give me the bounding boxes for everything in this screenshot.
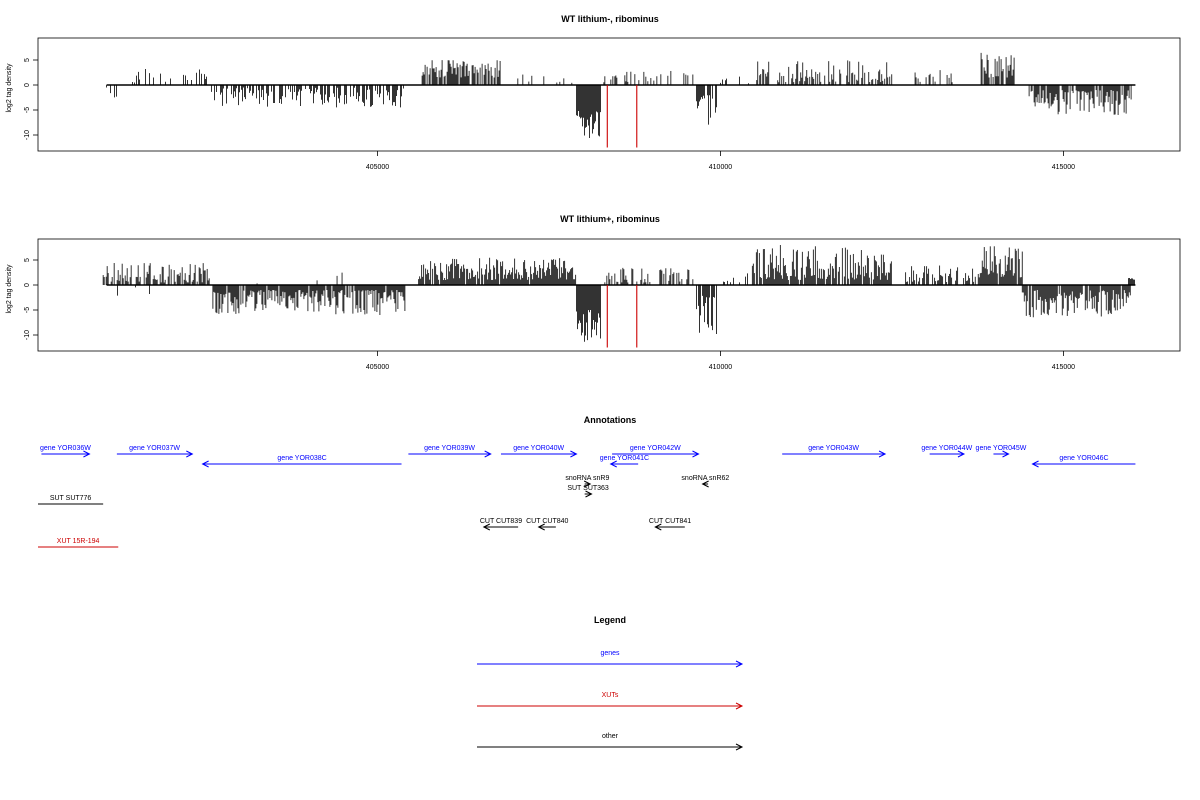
strand-arrow [583, 480, 592, 488]
feature-gene-yor044w: gene YOR044W [921, 445, 973, 458]
feature-label: gene YOR040W [513, 445, 564, 452]
feature-xut-15r-194: XUT 15R-194 [38, 538, 119, 548]
feature-track: gene YOR036W gene YOR037W gene YOR038C gene… [38, 445, 1136, 548]
y-tick-label: -5 [24, 307, 31, 313]
feature-gene-yor036w: gene YOR036W [40, 445, 91, 458]
strand-arrow [701, 480, 709, 488]
strand-arrow [482, 523, 491, 531]
feature-gene-yor046c: gene YOR046C [1031, 455, 1136, 468]
red-marker-series [606, 285, 638, 348]
legend-entry-genes: genes [477, 650, 744, 668]
x-tick-label: 415000 [1052, 364, 1075, 371]
feature-gene-yor043w: gene YOR043W [782, 445, 887, 458]
strand-arrow [186, 450, 194, 458]
legend: Legend genes XUTs other [477, 615, 744, 751]
panel-title: WT lithium+, ribominus [560, 214, 660, 224]
strand-arrow [692, 450, 700, 458]
y-tick-label: 5 [24, 258, 31, 262]
panel-title: WT lithium-, ribominus [561, 14, 659, 24]
x-tick-label: 405000 [366, 164, 389, 171]
strand-arrow [537, 523, 545, 531]
feature-cut-cut839: CUT CUT839 [480, 518, 522, 531]
y-tick-label: -5 [24, 107, 31, 113]
y-tick-label: 0 [24, 83, 31, 87]
feature-snorna-snr62: snoRNA snR62 [681, 475, 729, 488]
bar-series [106, 52, 1136, 139]
feature-cut-cut840: CUT CUT840 [526, 518, 569, 531]
strand-arrow [1031, 460, 1039, 468]
strand-arrow [83, 450, 91, 458]
feature-label: gene YOR041C [600, 455, 649, 462]
feature-label: gene YOR045W [976, 445, 1027, 452]
plot-frame [37, 238, 1181, 352]
feature-gene-yor042w: gene YOR042W [612, 445, 700, 458]
feature-label: SUT SUT776 [50, 495, 92, 502]
axis-ticks: 405000 410000 415000 5 0 -5 -10 [24, 258, 1075, 371]
strand-arrow [585, 490, 593, 498]
strand-arrow [654, 523, 662, 531]
feature-label: gene YOR038C [277, 455, 326, 462]
y-tick-label: -10 [24, 130, 31, 140]
feature-label: CUT CUT840 [526, 518, 568, 525]
legend-arrow [735, 660, 744, 668]
legend-entry-xuts: XUTs [477, 692, 744, 710]
feature-label: CUT CUT839 [480, 518, 522, 525]
x-tick-label: 415000 [1052, 164, 1075, 171]
feature-label: gene YOR039W [424, 445, 475, 452]
feature-sut-sut776: SUT SUT776 [38, 495, 104, 505]
feature-label: gene YOR037W [129, 445, 180, 452]
feature-gene-yor037w: gene YOR037W [116, 445, 194, 458]
feature-label: snoRNA snR9 [565, 475, 609, 482]
feature-label: XUT 15R-194 [57, 538, 100, 545]
annotations-title: Annotations [584, 415, 637, 425]
axis-ticks: 405000 410000 415000 5 0 -5 -10 [24, 58, 1075, 171]
feature-label: gene YOR042W [630, 445, 681, 452]
y-tick-label: 5 [24, 58, 31, 62]
legend-entry-other: other [477, 733, 744, 751]
strand-arrow [1002, 450, 1010, 458]
legend-arrow [735, 743, 744, 751]
red-marker-series [606, 85, 638, 148]
feature-cut-cut841: CUT CUT841 [649, 518, 691, 531]
bar-series [102, 245, 1136, 342]
feature-label: snoRNA snR62 [681, 475, 729, 482]
feature-label: gene YOR043W [808, 445, 859, 452]
strand-arrow [609, 460, 617, 468]
x-tick-label: 410000 [709, 364, 732, 371]
strand-arrow [201, 460, 209, 468]
y-axis-label: log2 tag density [6, 264, 13, 314]
legend-entries: genes XUTs other [477, 650, 744, 751]
legend-title: Legend [594, 615, 626, 625]
strand-arrow [484, 450, 492, 458]
feature-label: gene YOR044W [921, 445, 972, 452]
feature-gene-yor041c: gene YOR041C [600, 455, 649, 468]
x-tick-label: 405000 [366, 364, 389, 371]
feature-label: gene YOR046C [1059, 455, 1108, 462]
legend-arrow [735, 702, 744, 710]
y-tick-label: -10 [24, 330, 31, 340]
feature-label: CUT CUT841 [649, 518, 691, 525]
feature-snorna-snr9: snoRNA snR9 [565, 475, 609, 488]
strand-arrow [957, 450, 966, 458]
strand-arrow [878, 450, 887, 458]
feature-label: gene YOR036W [40, 445, 91, 452]
plot-frame [37, 37, 1181, 152]
strand-arrow [570, 450, 578, 458]
y-axis-label: log2 tag density [6, 63, 13, 113]
y-tick-label: 0 [24, 283, 31, 287]
feature-gene-yor039w: gene YOR039W [408, 445, 492, 458]
panel-lithium-plus: WT lithium+, ribominus 405000 410000 41500… [6, 214, 1181, 371]
legend-label: other [602, 733, 619, 740]
feature-sut-sut363: SUT SUT363 [567, 485, 609, 498]
panel-lithium-minus: WT lithium-, ribominus 405000 410000 41500… [6, 14, 1181, 171]
annotations-panel: Annotations gene YOR036W gene YOR037Wgene… [38, 415, 1136, 548]
feature-gene-yor045w: gene YOR045W [976, 445, 1027, 458]
legend-label: genes [600, 650, 620, 657]
feature-label: SUT SUT363 [567, 485, 609, 492]
legend-label: XUTs [602, 692, 619, 699]
feature-gene-yor040w: gene YOR040W [500, 445, 578, 458]
feature-gene-yor038c: gene YOR038C [201, 455, 402, 468]
x-tick-label: 410000 [709, 164, 732, 171]
